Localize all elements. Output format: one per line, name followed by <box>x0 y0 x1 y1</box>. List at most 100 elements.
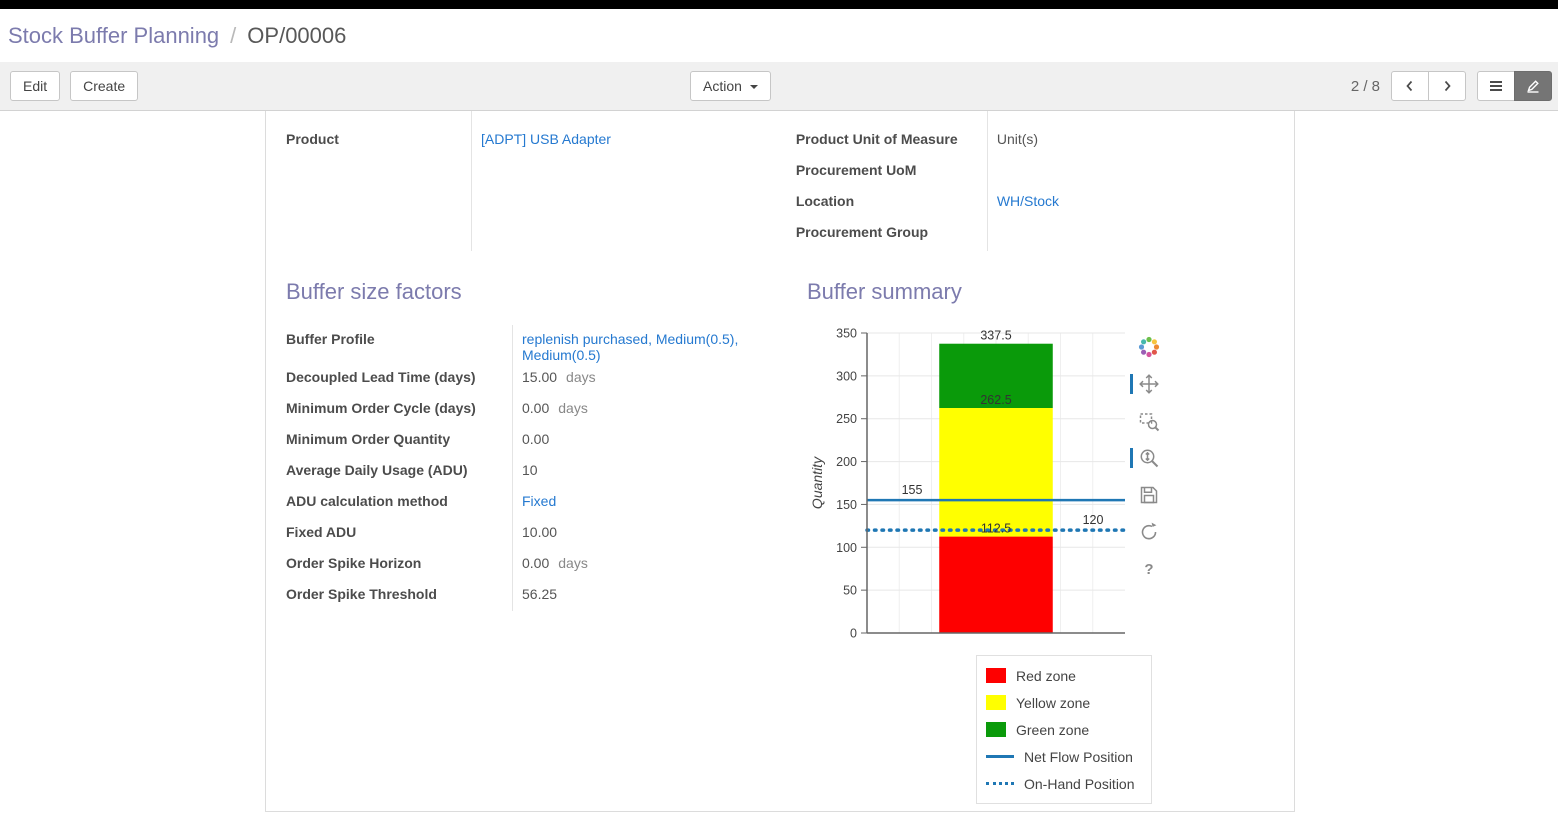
group-separator-line <box>471 111 472 251</box>
legend-swatch-on-hand-position <box>986 782 1014 785</box>
field-value-minimum-order-quantity: 0.00 <box>512 431 791 447</box>
adu-calculation-method-value-link[interactable]: Fixed <box>522 493 557 509</box>
order-spike-horizon-value: 0.00 <box>522 555 550 571</box>
control-bar-center: Action <box>690 62 771 110</box>
pager-previous-button[interactable] <box>1391 71 1429 101</box>
field-row-fixed-adu: Fixed ADU 10.00 <box>286 518 791 549</box>
form-sheet: Product [ADPT] USB Adapter Product Unit o… <box>265 111 1295 812</box>
field-row-product-unit-of-measure: Product Unit of Measure Unit(s) <box>796 125 1274 156</box>
chevron-right-icon <box>1444 80 1451 92</box>
legend-label-green-zone: Green zone <box>1016 721 1090 738</box>
breadcrumb-parent-link[interactable]: Stock Buffer Planning <box>8 22 220 48</box>
product-value-link[interactable]: [ADPT] USB Adapter <box>481 131 611 147</box>
group-separator-line <box>986 111 988 251</box>
top-field-groups: Product [ADPT] USB Adapter Product Unit o… <box>286 111 1274 251</box>
group-separator-line <box>512 325 513 611</box>
chart-toolbar: ? <box>1130 335 1161 581</box>
legend-swatch-yellow-zone <box>986 695 1006 710</box>
legend-item-on-hand-position: On-Hand Position <box>986 770 1142 797</box>
legend-item-red-zone: Red zone <box>986 662 1142 689</box>
field-row-buffer-profile: Buffer Profile replenish purchased, Mediu… <box>286 325 791 363</box>
create-button[interactable]: Create <box>70 71 139 101</box>
box-zoom-tool-button[interactable] <box>1137 409 1161 433</box>
svg-text:250: 250 <box>836 412 857 426</box>
field-row-average-daily-usage-adu: Average Daily Usage (ADU) 10 <box>286 456 791 487</box>
field-suffix-decoupled-lead-time-days: days <box>566 369 596 385</box>
pan-icon <box>1139 374 1159 394</box>
field-row-minimum-order-cycle-days: Minimum Order Cycle (days) 0.00 days <box>286 394 791 425</box>
list-view-button[interactable] <box>1477 71 1515 101</box>
field-suffix-order-spike-horizon: days <box>558 555 588 571</box>
field-value-order-spike-horizon: 0.00 days <box>512 555 791 571</box>
field-value-minimum-order-cycle-days: 0.00 days <box>512 400 791 416</box>
help-icon: ? <box>1144 561 1153 578</box>
field-value-buffer-profile: replenish purchased, Medium(0.5), Medium… <box>512 331 791 363</box>
legend-item-yellow-zone: Yellow zone <box>986 689 1142 716</box>
field-row-order-spike-horizon: Order Spike Horizon 0.00 days <box>286 549 791 580</box>
field-value-fixed-adu: 10.00 <box>512 524 791 540</box>
field-value-location: WH/Stock <box>987 193 1274 209</box>
pan-tool-button[interactable] <box>1130 372 1161 396</box>
list-view-icon <box>1490 81 1502 91</box>
chevron-left-icon <box>1406 80 1413 92</box>
control-bar: Edit Create Action 2 / 8 <box>0 62 1558 111</box>
field-label-procurement-uom: Procurement UoM <box>795 162 917 178</box>
field-label-adu-calculation-method: ADU calculation method <box>286 493 448 509</box>
svg-text:50: 50 <box>843 584 857 598</box>
buffer-profile-value-link[interactable]: replenish purchased, Medium(0.5), Medium… <box>522 331 739 363</box>
caret-down-icon <box>749 85 758 90</box>
field-label-location: Location <box>795 193 855 209</box>
legend-swatch-net-flow-position <box>986 755 1014 758</box>
reset-icon <box>1141 522 1157 540</box>
wheel-zoom-tool-button[interactable] <box>1130 446 1161 470</box>
edit-button[interactable]: Edit <box>10 71 61 101</box>
field-suffix-minimum-order-cycle-days: days <box>558 400 588 416</box>
section-title-buffer-summary: Buffer summary <box>807 279 962 304</box>
breadcrumb-current: OP/00006 <box>247 22 347 48</box>
location-value-link[interactable]: WH/Stock <box>996 193 1060 209</box>
minimum-order-cycle-days-value: 0.00 <box>522 400 550 416</box>
field-value-average-daily-usage-adu: 10 <box>512 462 791 478</box>
legend-swatch-green-zone <box>986 722 1006 737</box>
reset-tool-button[interactable] <box>1137 520 1161 544</box>
control-bar-left: Edit Create <box>10 71 139 101</box>
svg-text:0: 0 <box>850 627 857 641</box>
field-row-minimum-order-quantity: Minimum Order Quantity 0.00 <box>286 425 791 456</box>
pager-count: 2 / 8 <box>1350 77 1380 95</box>
breadcrumb: Stock Buffer Planning / OP/00006 <box>0 9 1558 62</box>
action-label: Action <box>703 78 742 94</box>
field-value-order-spike-threshold: 56.25 <box>512 586 791 602</box>
decoupled-lead-time-days-value: 15.00 <box>522 369 558 385</box>
help-tool-button[interactable]: ? <box>1137 557 1161 581</box>
pager-next-button[interactable] <box>1428 71 1466 101</box>
wheel-zoom-icon <box>1140 449 1159 468</box>
field-label-order-spike-threshold: Order Spike Threshold <box>286 586 437 602</box>
view-switcher <box>1477 71 1552 101</box>
minimum-order-quantity-value: 0.00 <box>522 431 550 447</box>
pager-buttons <box>1391 71 1466 101</box>
svg-text:150: 150 <box>836 498 857 512</box>
field-value-decoupled-lead-time-days: 15.00 days <box>512 369 791 385</box>
chart-legend: Red zone Yellow zone Green zone Net Flow Po… <box>976 655 1152 804</box>
field-label-buffer-profile: Buffer Profile <box>286 331 375 347</box>
field-label-average-daily-usage-adu: Average Daily Usage (ADU) <box>286 462 468 478</box>
legend-label-yellow-zone: Yellow zone <box>1016 694 1091 711</box>
field-label-procurement-group: Procurement Group <box>795 224 929 240</box>
form-view-icon <box>1527 80 1539 93</box>
svg-text:120: 120 <box>1083 513 1104 527</box>
field-label-minimum-order-quantity: Minimum Order Quantity <box>286 431 451 447</box>
top-nav-bar <box>0 0 1558 9</box>
bokeh-logo-button[interactable] <box>1137 335 1161 359</box>
buffer-summary-section: Buffer summary 112.5 262.5 337.5 155 120 0 50 1… <box>807 279 1274 804</box>
field-row-procurement-uom: Procurement UoM <box>796 156 1274 187</box>
svg-text:155: 155 <box>902 483 923 497</box>
field-group-factors: Buffer Profile replenish purchased, Mediu… <box>286 325 791 611</box>
field-group-right: Product Unit of Measure Unit(s) Procuremen… <box>795 111 1274 251</box>
form-sections: Buffer size factors Buffer Profile replen… <box>286 279 1274 804</box>
legend-label-red-zone: Red zone <box>1016 667 1076 684</box>
action-dropdown-button[interactable]: Action <box>690 71 771 101</box>
form-view-button[interactable] <box>1514 71 1552 101</box>
svg-text:200: 200 <box>836 455 857 469</box>
save-tool-button[interactable] <box>1137 483 1161 507</box>
field-label-order-spike-horizon: Order Spike Horizon <box>286 555 422 571</box>
